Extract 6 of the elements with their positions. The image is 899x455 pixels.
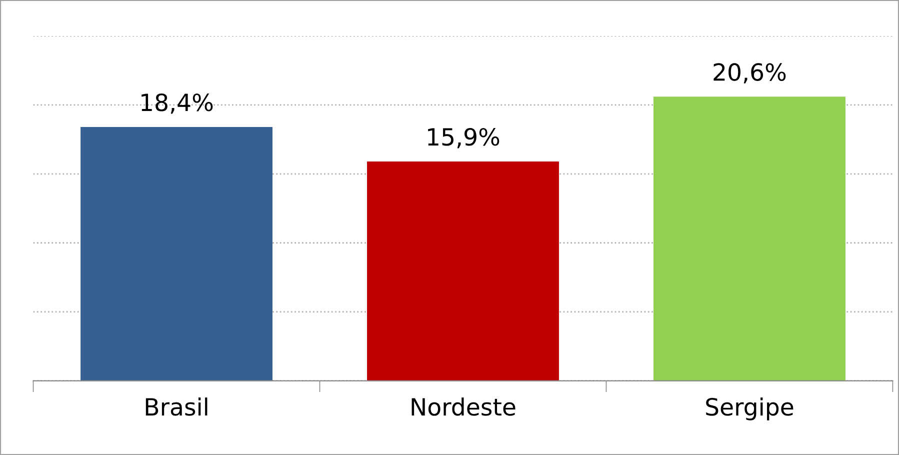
x-tick-label: Brasil [146, 398, 208, 416]
x-tick-label: Sergipe [706, 398, 794, 420]
data-label: 20,6% [714, 63, 786, 84]
x-tick-label: Nordeste [412, 398, 516, 416]
data-label: 18,4% [142, 93, 213, 114]
data-label: 15,9% [428, 128, 500, 148]
